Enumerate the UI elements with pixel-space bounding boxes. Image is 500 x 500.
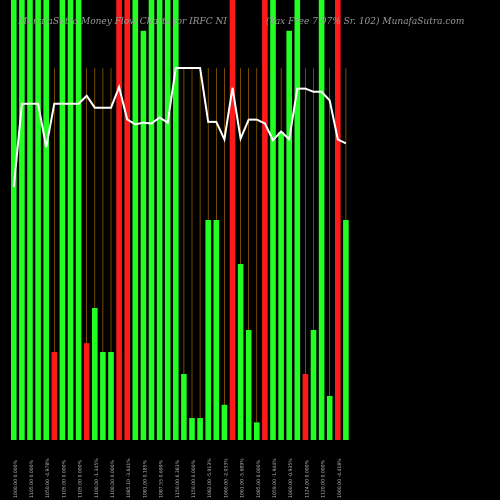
x-tick-label: 1000.00 0.000% [13, 459, 19, 498]
volume-bar [19, 0, 25, 440]
x-tick-label: 1060.00 -4.418% [337, 458, 343, 498]
volume-bar [189, 418, 195, 440]
x-tick-label: 1082.00 -5.913% [207, 458, 213, 498]
volume-bar [43, 0, 49, 440]
volume-bar [11, 0, 17, 440]
volume-bar [92, 308, 98, 440]
x-tick-label: 1060.00 -2.033% [223, 458, 229, 498]
x-tick-label: 1059.00 -1.944% [272, 458, 278, 498]
volume-bar [302, 374, 309, 440]
volume-bar [262, 0, 268, 440]
x-tick-label: 1081.00 0.185% [142, 459, 148, 498]
x-tick-label: 1100.00 -1.345% [94, 458, 100, 498]
x-tick-label: 1061.00 -5.689% [240, 458, 246, 498]
volume-bar [67, 0, 74, 440]
volume-bar [27, 0, 33, 440]
volume-bar [326, 396, 333, 440]
volume-bar [108, 352, 114, 440]
volume-bar [164, 0, 171, 440]
x-tick-label: 1105.00 0.000% [29, 459, 35, 498]
volume-bar [35, 0, 41, 440]
volume-bar [229, 0, 236, 440]
volume-bar [116, 0, 122, 440]
volume-bar [294, 0, 301, 440]
volume-bar [156, 0, 163, 440]
volume-bar [132, 0, 139, 440]
volume-bar [318, 0, 325, 440]
volume-bar [254, 422, 260, 440]
volume-bar [335, 0, 341, 440]
volume-bar [245, 330, 252, 440]
x-tick-label: 1100.00 0.000% [110, 459, 116, 498]
volume-bar [59, 0, 66, 440]
chart-title-left: MunafaSutra Money Flow Charts for IRFC N… [18, 17, 227, 27]
volume-bar [286, 30, 292, 441]
x-tick-label: 1085.00 0.000% [256, 459, 262, 498]
volume-bar [181, 374, 187, 440]
volume-bar [310, 330, 317, 440]
x-tick-label: 1105.00 0.000% [78, 459, 84, 498]
x-tick-label: 1050.00 -4.978% [45, 458, 51, 498]
x-tick-label: 1105.00 0.000% [61, 459, 67, 498]
volume-bar [197, 418, 203, 440]
volume-bar [205, 220, 211, 440]
volume-bar [100, 352, 106, 440]
volume-bar [148, 0, 155, 440]
volume-bar [213, 220, 220, 440]
volume-bar [124, 0, 130, 440]
chart-title-right: (Tax Free 7.07% Sr. 102) MunafaSutra.com [266, 17, 465, 27]
volume-bar [83, 343, 90, 440]
volume-bar [140, 30, 147, 441]
x-tick-label: 1150.00 6.383% [175, 459, 181, 498]
x-tick-label: 1087.55 0.699% [159, 459, 165, 498]
volume-bar [75, 0, 82, 440]
x-tick-label: 1085.10 -3.641% [126, 458, 132, 498]
x-tick-label: 1060.00 -0.935% [288, 458, 294, 498]
volume-bar [173, 0, 179, 440]
volume-bar [237, 264, 244, 440]
volume-bar [343, 220, 349, 440]
x-tick-label: 1150.00 0.000% [191, 459, 197, 498]
price-line [12, 67, 347, 188]
volume-bar [270, 0, 276, 440]
x-tick-label: 1124.00 0.000% [304, 459, 310, 498]
volume-bar [221, 404, 228, 440]
x-tick-label: 1120.00 0.000% [321, 459, 327, 498]
volume-bar [278, 132, 284, 440]
volume-bar [51, 352, 58, 440]
